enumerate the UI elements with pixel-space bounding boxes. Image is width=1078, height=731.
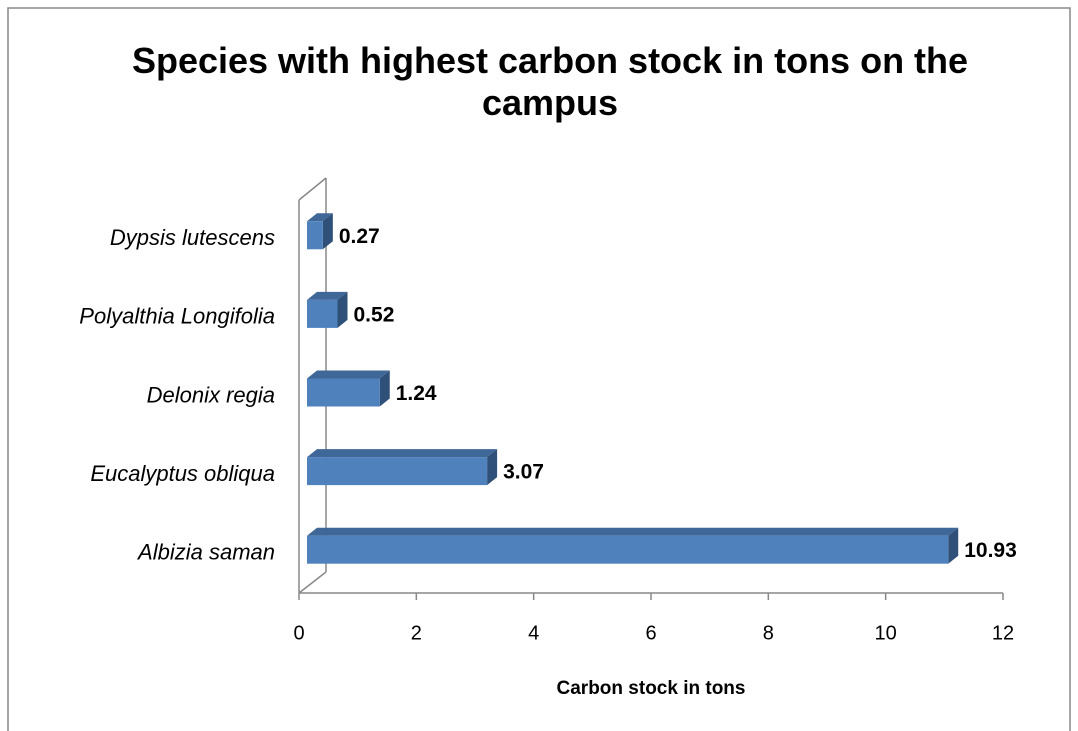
bar [307, 457, 488, 486]
bar-top [307, 527, 959, 536]
x-tick-label: 12 [992, 622, 1014, 644]
bar [307, 299, 338, 328]
value-label: 0.27 [339, 225, 380, 248]
bar-top [307, 449, 498, 458]
chart-frame [7, 7, 1071, 731]
x-tick-label: 0 [293, 622, 304, 644]
bar-top [307, 213, 333, 222]
y-tick-label: Polyalthia Longifolia [79, 304, 275, 329]
x-tick-label: 6 [645, 622, 656, 644]
bar-side [379, 370, 390, 407]
value-label: 1.24 [396, 382, 437, 405]
left-wall-top [298, 177, 327, 201]
x-tick-label: 8 [763, 622, 774, 644]
bar-side [322, 213, 333, 250]
bar-top [307, 370, 390, 379]
bar [307, 221, 323, 250]
value-label: 3.07 [503, 461, 544, 484]
chart-title: Species with highest carbon stock in ton… [131, 40, 969, 123]
x-tick-label: 10 [875, 622, 897, 644]
x-tick-label: 2 [411, 622, 422, 644]
floor-edge [298, 571, 327, 594]
bar-side [487, 449, 498, 486]
y-tick-label: Eucalyptus obliqua [90, 461, 275, 486]
value-label: 0.52 [354, 303, 395, 326]
y-tick-label: Albizia saman [136, 540, 275, 565]
value-label: 10.93 [964, 539, 1017, 562]
x-axis-title: Carbon stock in tons [557, 678, 746, 699]
bar-side [948, 527, 959, 564]
y-tick-label: Dypsis lutescens [110, 225, 275, 250]
y-tick-label: Delonix regia [147, 382, 275, 407]
bar [307, 378, 380, 407]
bar-top [307, 291, 348, 300]
x-tick-label: 4 [528, 622, 539, 644]
bar-side [337, 291, 348, 328]
bar [307, 535, 949, 564]
